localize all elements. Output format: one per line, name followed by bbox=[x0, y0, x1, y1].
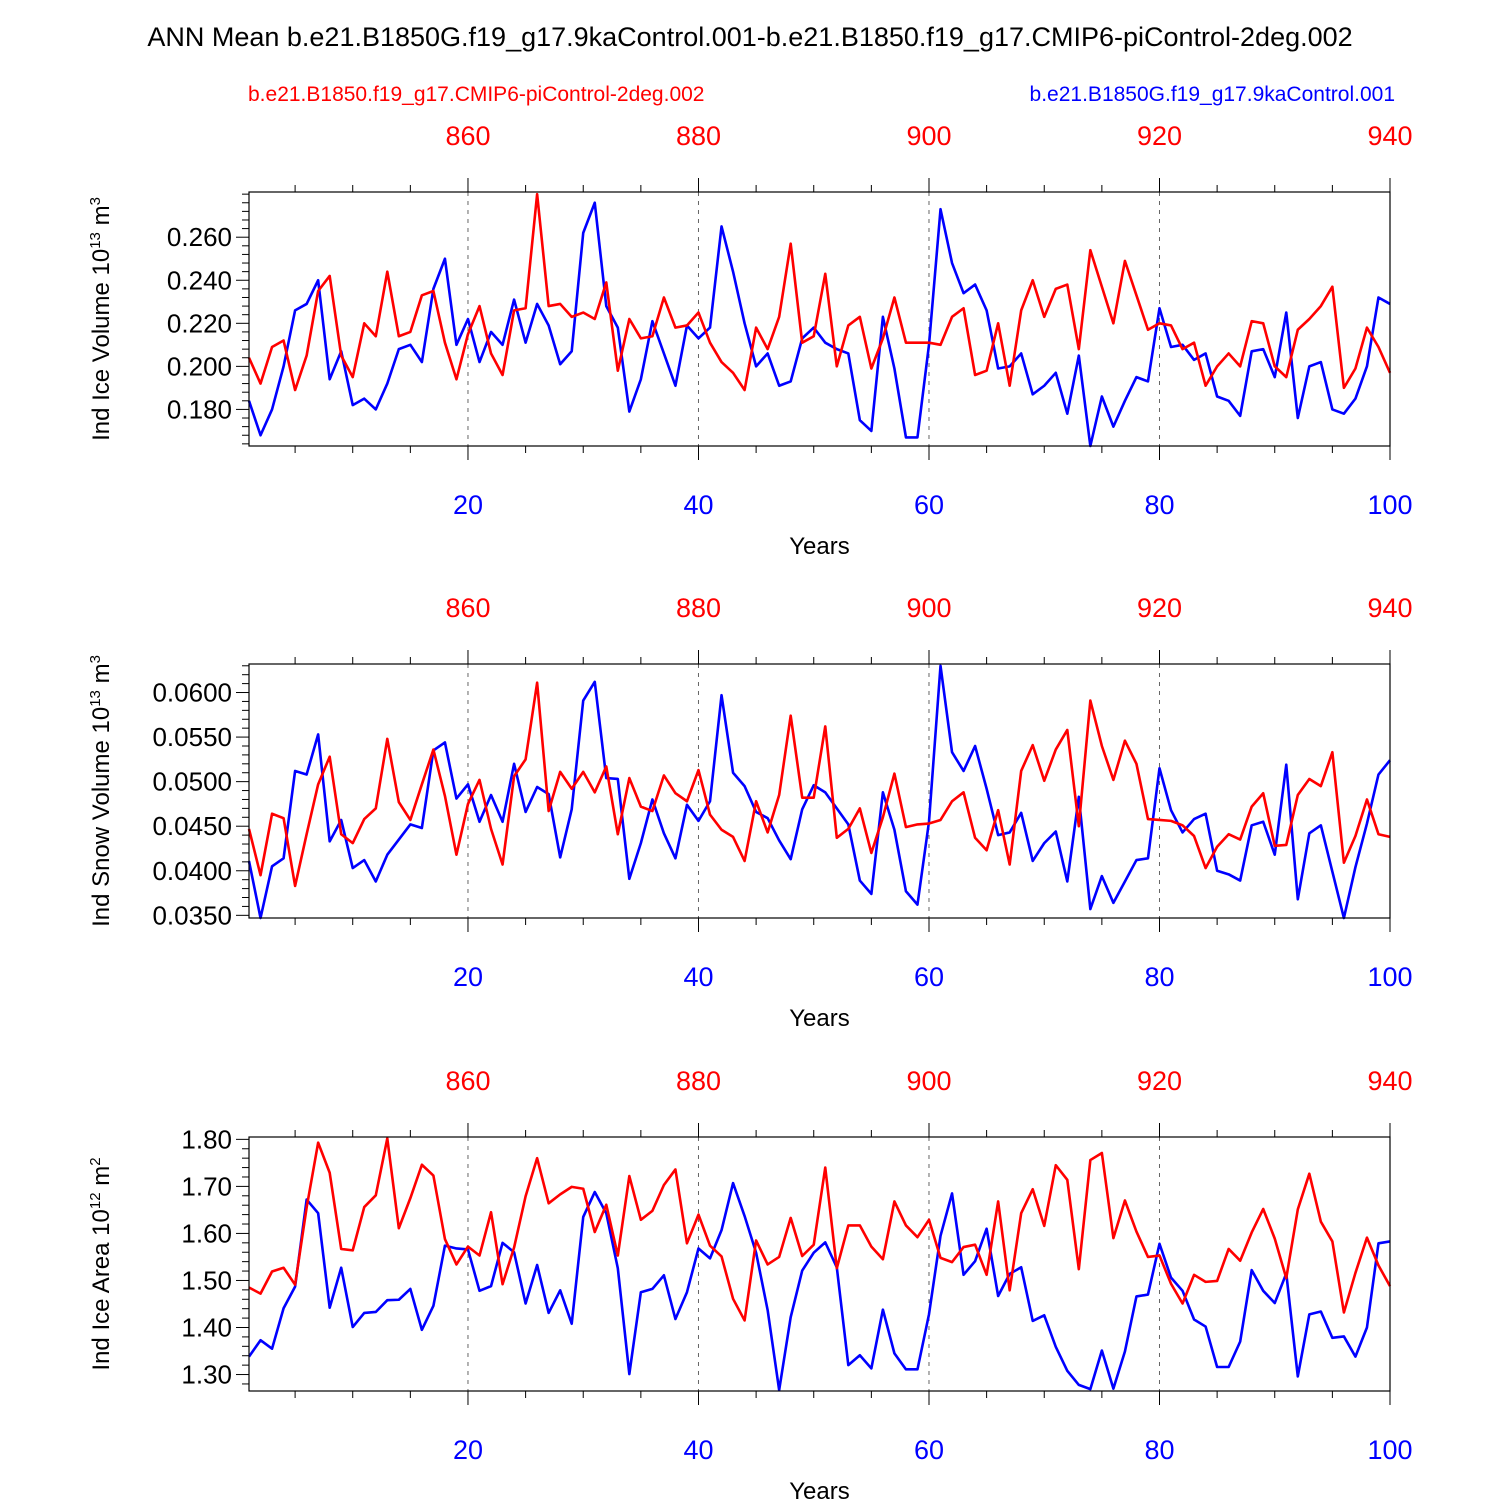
x-top-tick-label: 940 bbox=[1367, 121, 1412, 151]
y-tick-label: 1.70 bbox=[181, 1171, 232, 1201]
y-tick-label: 0.220 bbox=[167, 308, 232, 338]
x-bottom-tick-label: 40 bbox=[683, 962, 713, 992]
y-tick-label: 0.240 bbox=[167, 265, 232, 295]
x-bottom-tick-label: 20 bbox=[453, 490, 483, 520]
chart-title: ANN Mean b.e21.B1850G.f19_g17.9kaControl… bbox=[147, 22, 1352, 52]
y-tick-label: 0.0600 bbox=[152, 678, 232, 708]
x-bottom-tick-label: 80 bbox=[1144, 490, 1174, 520]
x-bottom-tick-label: 60 bbox=[914, 1435, 944, 1465]
x-bottom-tick-label: 60 bbox=[914, 490, 944, 520]
series-line-control bbox=[248, 1137, 1392, 1322]
x-bottom-tick-label: 100 bbox=[1367, 962, 1412, 992]
y-tick-label: 0.0450 bbox=[152, 811, 232, 841]
legend-case-label: b.e21.B1850G.f19_g17.9kaControl.001 bbox=[1030, 83, 1395, 106]
y-tick-label: 1.40 bbox=[181, 1313, 232, 1343]
x-bottom-tick-label: 20 bbox=[453, 1435, 483, 1465]
x-top-tick-label: 920 bbox=[1137, 593, 1182, 623]
series-line-control bbox=[247, 192, 1392, 392]
x-top-tick-label: 940 bbox=[1367, 1066, 1412, 1096]
y-tick-label: 0.180 bbox=[167, 394, 232, 424]
x-top-tick-label: 880 bbox=[676, 121, 721, 151]
x-top-tick-label: 900 bbox=[906, 1066, 951, 1096]
x-top-tick-label: 900 bbox=[906, 593, 951, 623]
x-top-tick-label: 860 bbox=[445, 1066, 490, 1096]
y-tick-label: 0.0350 bbox=[152, 900, 232, 930]
y-tick-label: 0.0550 bbox=[152, 722, 232, 752]
x-top-tick-label: 880 bbox=[676, 1066, 721, 1096]
x-bottom-tick-label: 60 bbox=[914, 962, 944, 992]
y-axis-title: Ind Ice Volume 1013 m3 bbox=[87, 197, 115, 441]
panel-ice-volume: 0.180 0.200 0.220 0.240 0.260 20 40 60 80 100 860 8… bbox=[87, 121, 1413, 560]
series-line-case bbox=[247, 664, 1392, 920]
x-top-tick-label: 940 bbox=[1367, 593, 1412, 623]
y-tick-label: 0.0500 bbox=[152, 767, 232, 797]
x-top-tick-label: 860 bbox=[445, 121, 490, 151]
x-bottom-tick-label: 20 bbox=[453, 962, 483, 992]
y-tick-label: 1.30 bbox=[181, 1360, 232, 1390]
x-bottom-tick-label: 80 bbox=[1144, 1435, 1174, 1465]
x-bottom-tick-label: 80 bbox=[1144, 962, 1174, 992]
plot-frame bbox=[248, 191, 1391, 447]
series-line-case bbox=[247, 1181, 1391, 1392]
panel-ice-area: 1.30 1.40 1.50 1.60 1.70 1.80 20 40 60 80 100 860 88… bbox=[87, 1066, 1413, 1500]
plot-frame bbox=[248, 1136, 1391, 1392]
x-top-tick-label: 880 bbox=[676, 593, 721, 623]
y-tick-label: 0.200 bbox=[167, 351, 232, 381]
y-axis-title: Ind Ice Area 1012 m2 bbox=[87, 1157, 115, 1370]
x-axis-title: Years bbox=[789, 1005, 850, 1032]
x-top-tick-label: 920 bbox=[1137, 1066, 1182, 1096]
panels: 0.180 0.200 0.220 0.240 0.260 20 40 60 80 100 860 8… bbox=[87, 121, 1413, 1500]
y-tick-label: 1.80 bbox=[181, 1124, 232, 1154]
x-bottom-tick-label: 40 bbox=[683, 1435, 713, 1465]
panel-snow-volume: 0.0350 0.0400 0.0450 0.0500 0.0550 0.0600 20 40… bbox=[87, 593, 1413, 1032]
y-tick-label: 0.0400 bbox=[152, 856, 232, 886]
y-axis-title: Ind Snow Volume 1013 m3 bbox=[87, 655, 115, 927]
y-tick-label: 0.260 bbox=[167, 222, 232, 252]
y-tick-label: 1.60 bbox=[181, 1218, 232, 1248]
legend-control-label: b.e21.B1850.f19_g17.CMIP6-piControl-2deg… bbox=[248, 83, 704, 106]
x-top-tick-label: 920 bbox=[1137, 121, 1182, 151]
y-tick-label: 1.50 bbox=[181, 1265, 232, 1295]
series-line-case bbox=[247, 201, 1391, 448]
x-bottom-tick-label: 100 bbox=[1367, 1435, 1412, 1465]
series-line-control bbox=[247, 681, 1391, 888]
x-axis-title: Years bbox=[789, 1478, 850, 1500]
x-bottom-tick-label: 40 bbox=[683, 490, 713, 520]
x-top-tick-label: 860 bbox=[445, 593, 490, 623]
x-axis-title: Years bbox=[789, 533, 850, 560]
x-top-tick-label: 900 bbox=[906, 121, 951, 151]
x-bottom-tick-label: 100 bbox=[1367, 490, 1412, 520]
